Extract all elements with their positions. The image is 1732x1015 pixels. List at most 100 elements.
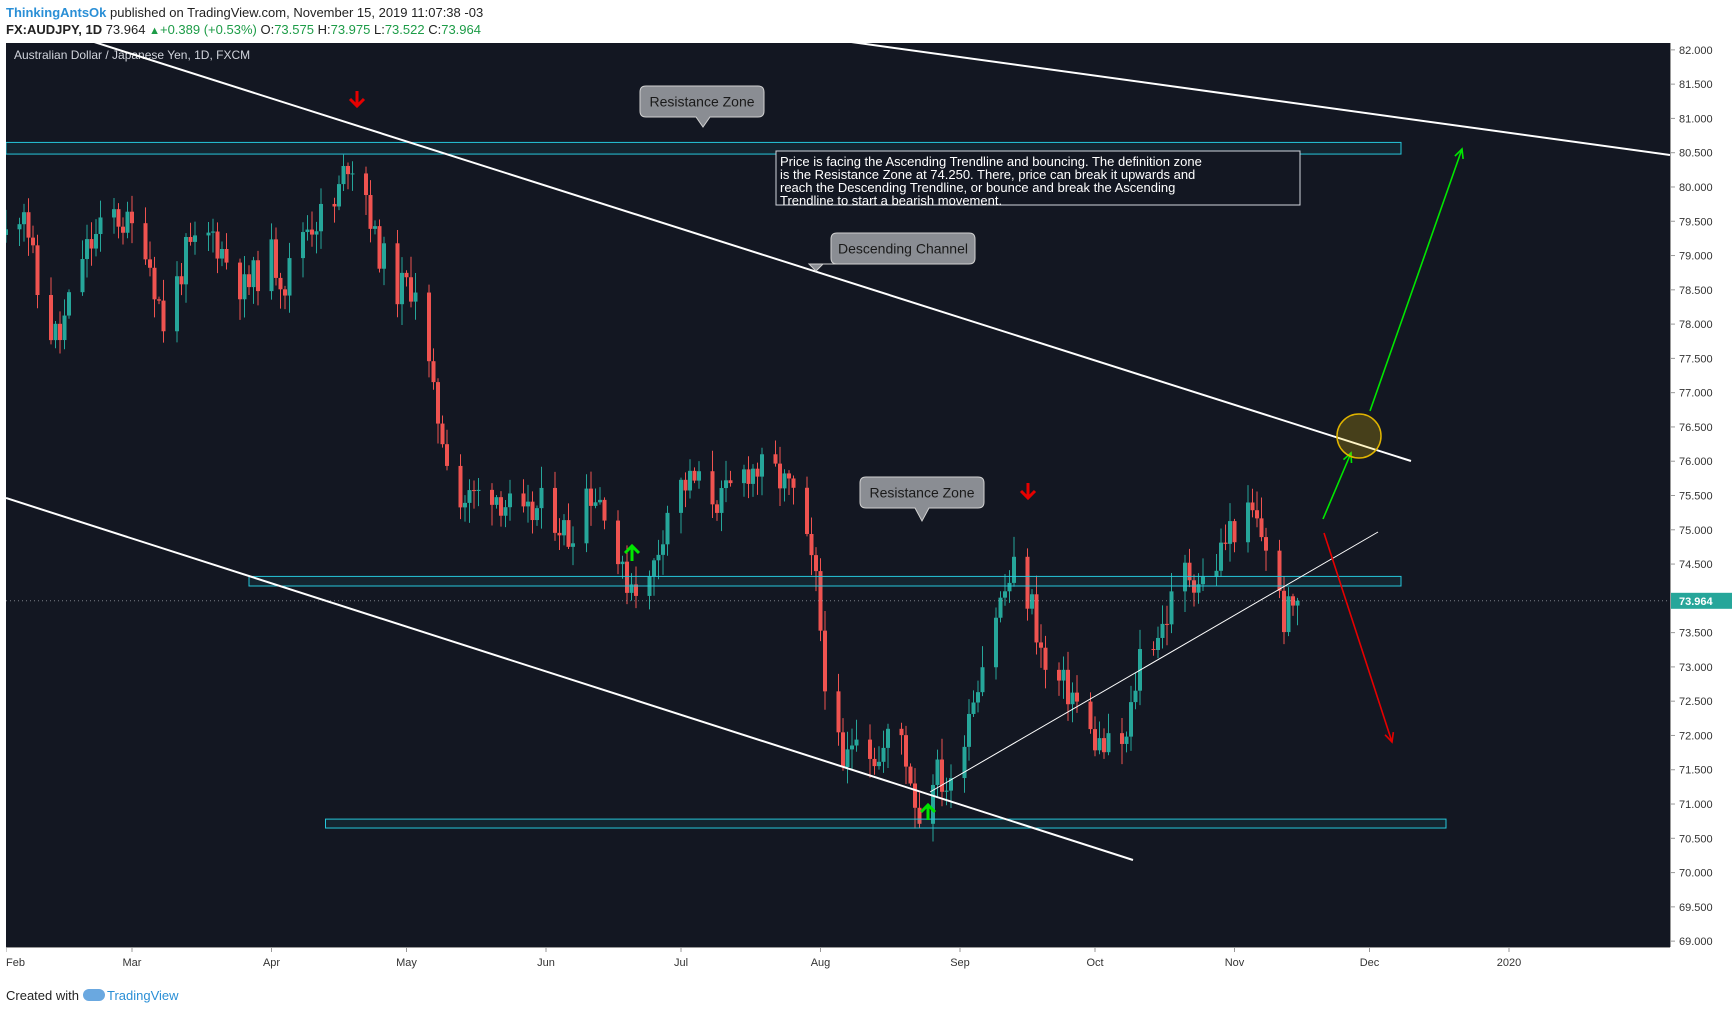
projection-arrowhead [1342,451,1353,464]
ascending-trendline [929,531,1379,793]
candle-body [1007,582,1012,592]
candle-body [1259,518,1264,538]
candle-body [944,790,949,792]
candle-body [1003,591,1007,598]
candle-body [913,783,917,808]
candle-body [121,226,125,233]
candle-body [377,226,382,269]
candle-body [467,490,472,503]
candle-body [148,259,152,268]
projection-line [1369,148,1463,412]
candle-body [62,315,67,341]
price-tick-label: 72.000 [1679,730,1713,742]
candle-body [301,232,305,259]
candle-body [931,784,935,824]
candle-body [310,229,314,235]
time-axis-svg: Feb Mar Apr May Jun Jul Aug Sep Oct Nov Dec 2020 [5,948,1521,969]
footer-credit: Created with TradingView [6,988,179,1003]
candle-body [440,423,445,445]
candle-body [341,165,346,185]
publish-info: ThinkingAntsOk published on TradingView.… [6,5,483,20]
candle-body [503,507,508,516]
time-tick-label: Feb [6,957,25,969]
candle-body [337,184,341,207]
candle-body [877,761,881,767]
candle-body [175,276,179,332]
candle-body [886,728,890,748]
candle-body [598,499,602,503]
candle-body [1255,510,1259,519]
price-tick-label: 81.500 [1679,79,1713,91]
candle-body [1057,669,1061,681]
candle-body [850,745,854,750]
low-label: L: [373,22,385,37]
resistance-zone-callout-mid: Resistance Zone [859,476,985,523]
candle-body [539,487,544,509]
symbol-label[interactable]: FX:AUDJPY, 1D [6,22,103,37]
time-axis[interactable]: Feb Mar Apr May Jun Jul Aug Sep Oct Nov Dec 2020 [5,947,1670,975]
candle-body [373,226,377,229]
candle-body [1034,594,1039,643]
candle-body [143,223,148,260]
projection-arrowhead [1454,147,1464,160]
candle-body [193,235,197,242]
candle-body [31,237,35,246]
price-tick-label: 81.000 [1679,113,1713,125]
candle-body [967,713,971,747]
candle-body [89,239,94,249]
resistance-zone-box [248,575,1402,587]
candle-body [125,211,130,233]
candle-body [305,229,310,233]
candle-body [98,217,103,235]
resistance-zone-box [325,818,1447,829]
annotation-box: Price is facing the Ascending Trendline … [775,150,1301,208]
candle-body [1151,649,1156,651]
author-link[interactable]: ThinkingAntsOk [6,5,107,20]
candle-body [683,479,688,491]
candle-body [629,584,634,593]
candle-body [346,165,350,175]
price-tick-label: 79.000 [1679,251,1713,263]
candle-body [854,739,859,746]
candle-body [1187,562,1192,581]
candle-body [584,488,589,544]
candle-body [17,224,22,230]
ohlc-legend: FX:AUDJPY, 1D 73.964 ▲+0.389 (+0.53%) O:… [6,22,481,37]
candle-body [116,209,121,227]
candle-body [215,231,220,259]
last-price-badge [1671,592,1732,609]
candle-body [526,501,530,507]
candle-body [625,561,629,593]
chart-plot-area[interactable]: Australian Dollar / Japanese Yen, 1D, FX… [4,40,1671,947]
time-tick-label: Sep [950,957,970,969]
candle-body [697,471,701,481]
candle-body [710,471,715,505]
price-tick-label: 80.500 [1679,148,1713,160]
candle-body [634,584,638,596]
candle-body [112,209,116,218]
triangle-up-icon: ▲ [149,25,160,37]
candle-body [1030,594,1034,609]
price-tick-label: 70.500 [1679,833,1713,845]
time-tick-label: Jun [537,957,555,969]
candle-body [1066,669,1070,705]
callout-label: Resistance Zone [869,485,974,501]
candle-body [161,300,166,332]
candle-body [899,728,904,736]
candle-body [35,245,40,296]
candle-body [58,323,62,341]
price-tick-label: 82.000 [1679,45,1713,57]
candle-body [269,239,274,292]
candle-body [715,504,719,513]
low-value: 73.522 [384,22,425,37]
time-tick-label: Aug [811,957,831,969]
candle-body [760,454,764,477]
price-tick-label: 80.000 [1679,182,1713,194]
descending-trendline-far [843,40,1671,156]
price-axis[interactable]: 82.000 81.500 81.000 80.500 80.000 79.500 79.0… [1670,43,1732,948]
red-projection-arrow [1323,532,1395,744]
candle-body [728,480,733,484]
candle-body [395,243,400,305]
footer-brand-link[interactable]: TradingView [106,988,179,1003]
candle-body [719,488,724,513]
